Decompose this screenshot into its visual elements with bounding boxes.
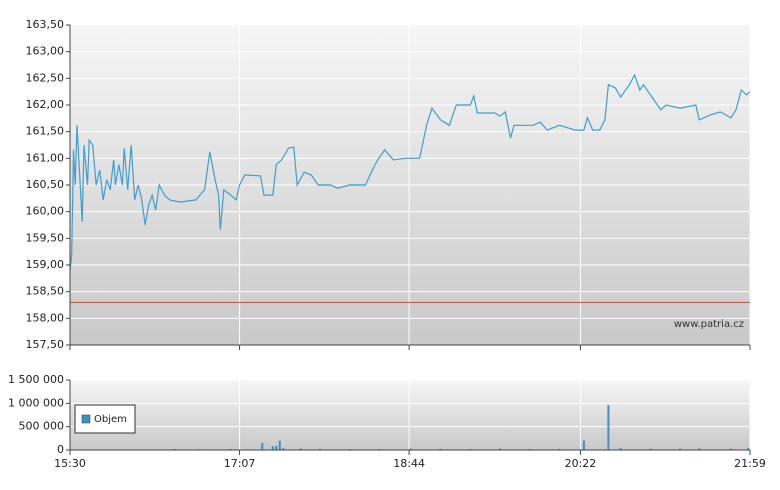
y-tick-label: 159,50 [26,231,65,244]
y-tick-label: 1 500 000 [8,373,64,386]
y-tick-label: 163,00 [26,45,65,58]
y-tick-label: 161,50 [26,125,65,138]
x-tick-label: 20:22 [565,457,597,470]
y-tick-label: 160,50 [26,178,65,191]
volume-bar [729,448,732,450]
volume-bar [318,448,321,450]
volume-bar [271,446,274,450]
volume-bar [299,448,302,450]
y-tick-label: 158,50 [26,285,65,298]
volume-bar [747,448,750,450]
y-tick-label: 159,00 [26,258,65,271]
volume-bar [649,448,652,450]
volume-bar [278,440,281,450]
legend-label: Objem [94,414,127,425]
volume-bar [439,448,442,450]
price-line [69,73,751,271]
x-tick-label: 18:44 [393,457,425,470]
y-tick-label: 163,50 [26,18,65,31]
y-tick-label: 161,00 [26,151,65,164]
x-tick-label: 15:30 [54,457,86,470]
volume-plot-area [70,380,750,450]
volume-bar [558,448,561,450]
legend-swatch [81,414,91,424]
y-tick-label: 500 000 [19,420,65,433]
y-tick-label: 0 [57,443,64,456]
volume-bar [261,443,264,450]
y-tick-label: 1 000 000 [8,396,64,409]
volume-bar [582,440,585,450]
x-tick-label: 17:07 [224,457,256,470]
y-tick-label: 162,00 [26,98,65,111]
volume-bar [619,448,622,450]
volume-bar [409,448,412,450]
volume-bar [499,448,502,450]
y-tick-label: 157,50 [26,338,65,351]
y-tick-label: 158,00 [26,311,65,324]
y-tick-label: 160,00 [26,205,65,218]
volume-bar [282,448,285,450]
volume-bar [679,448,682,450]
watermark: www.patria.cz [674,319,744,330]
x-tick-label: 21:59 [734,457,766,470]
volume-bar [275,445,278,450]
y-tick-label: 162,50 [26,71,65,84]
volume-bar [607,405,610,450]
volume-bar [698,448,701,450]
